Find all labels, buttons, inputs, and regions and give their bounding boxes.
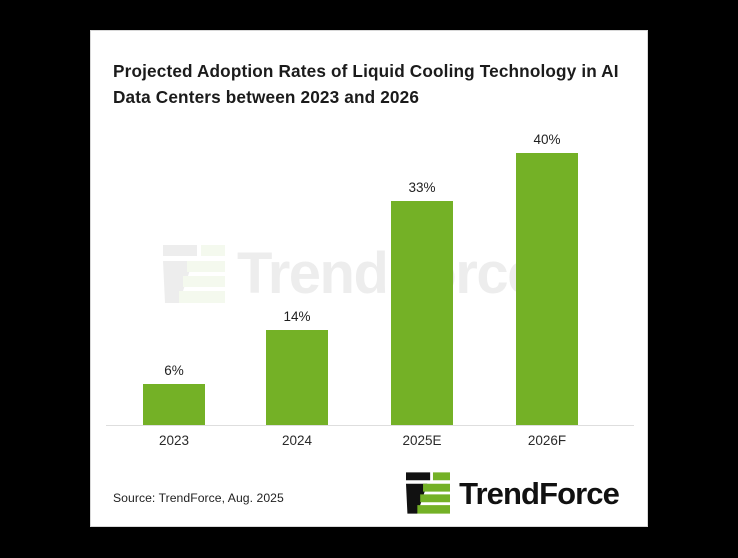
bar-group-2025e[interactable]: 33% [391, 179, 453, 425]
bar-2025e[interactable] [391, 201, 453, 425]
x-tick-2024: 2024 [281, 433, 313, 448]
bar-value-label: 14% [283, 308, 311, 324]
trendforce-logo-mark [406, 472, 451, 514]
bar-value-label: 40% [533, 131, 561, 147]
bar-value-label: 6% [164, 362, 184, 378]
page-title: Projected Adoption Rates of Liquid Cooli… [113, 61, 619, 107]
chart-plot-area: 6% 14% 33% 40% [106, 116, 634, 426]
x-tick-2026f: 2026F [527, 433, 567, 448]
x-axis-line [106, 425, 634, 426]
bar-group-2023[interactable]: 6% [143, 362, 205, 425]
bar-group-2024[interactable]: 14% [266, 308, 328, 425]
x-axis-tick-labels: 2023 2024 2025E 2026F [106, 431, 634, 453]
trendforce-logo: TrendForce [406, 472, 620, 514]
trendforce-logo-text: TrendForce [459, 475, 620, 511]
bar-group-2026f[interactable]: 40% [516, 131, 578, 425]
chart-card: Projected Adoption Rates of Liquid Cooli… [90, 30, 648, 527]
x-tick-2025e: 2025E [402, 433, 442, 448]
x-tick-2023: 2023 [158, 433, 190, 448]
bar-2026f[interactable] [516, 153, 578, 425]
bar-2023[interactable] [143, 384, 205, 425]
bar-value-label: 33% [408, 179, 436, 195]
source-note: Source: TrendForce, Aug. 2025 [113, 491, 284, 505]
bar-2024[interactable] [266, 330, 328, 425]
